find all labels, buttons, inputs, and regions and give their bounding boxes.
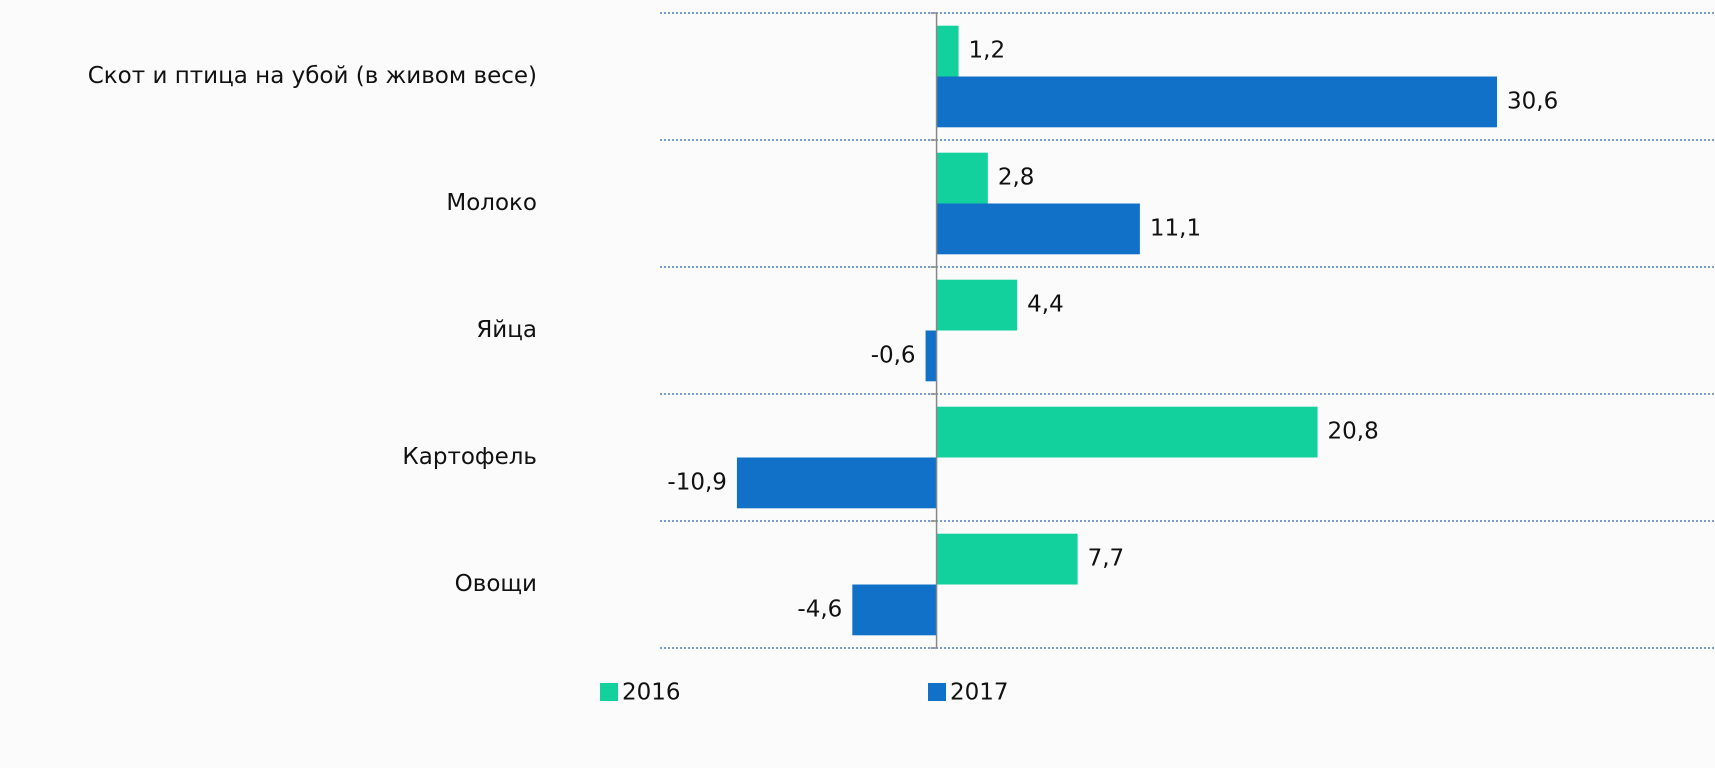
bar <box>936 76 1498 128</box>
bar <box>736 457 937 509</box>
value-label: 7,7 <box>1088 546 1125 572</box>
legend-label: 2016 <box>622 680 681 706</box>
bar <box>936 279 1018 331</box>
value-label: -4,6 <box>797 596 842 622</box>
value-label: -0,6 <box>871 342 916 368</box>
category-label: Молоко <box>446 190 537 216</box>
value-label: 4,4 <box>1027 292 1064 318</box>
value-label: 1,2 <box>969 38 1006 64</box>
bar <box>936 152 988 204</box>
category-label: Скот и птица на убой (в живом весе) <box>88 63 537 89</box>
value-label: -10,9 <box>667 469 727 495</box>
category-label: Яйца <box>476 317 537 343</box>
bar <box>936 533 1078 585</box>
value-label: 11,1 <box>1150 215 1201 241</box>
bar <box>852 584 937 636</box>
legend-swatch <box>928 683 946 701</box>
bar <box>936 406 1318 458</box>
value-label: 30,6 <box>1507 88 1558 114</box>
value-label: 2,8 <box>998 165 1035 191</box>
category-label: Картофель <box>402 444 537 470</box>
legend-label: 2017 <box>950 680 1009 706</box>
bar <box>936 203 1140 255</box>
bar <box>936 25 959 77</box>
legend-swatch <box>600 683 618 701</box>
bar <box>925 330 937 382</box>
value-label: 20,8 <box>1328 419 1379 445</box>
category-label: Овощи <box>455 571 537 597</box>
